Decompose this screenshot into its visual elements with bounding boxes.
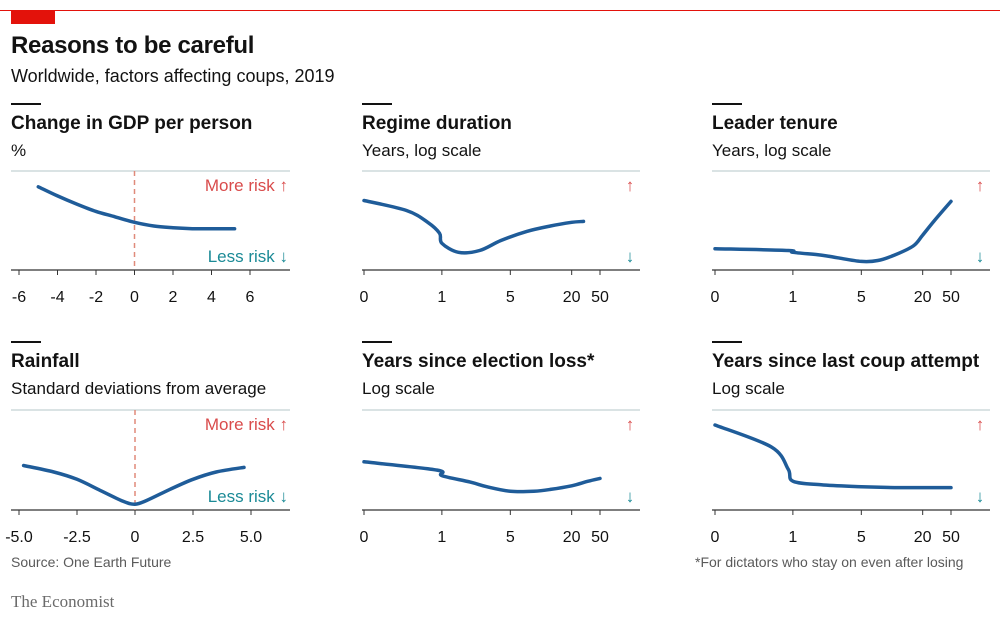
- panel-title: Years since last coup attempt: [712, 351, 980, 372]
- x-tick-label: 1: [788, 529, 797, 546]
- x-tick-label: 0: [360, 529, 369, 546]
- x-tick-label: 1: [437, 289, 446, 306]
- x-tick-label: 6: [246, 289, 255, 306]
- x-tick-label: 5: [857, 529, 866, 546]
- x-tick-label: 0: [711, 529, 720, 546]
- x-tick-label: -4: [50, 289, 64, 306]
- x-tick-label: 50: [942, 529, 960, 546]
- x-tick-label: 0: [711, 289, 720, 306]
- x-tick-label: 20: [914, 529, 932, 546]
- panel-title: Regime duration: [362, 113, 512, 134]
- x-tick-label: 50: [942, 289, 960, 306]
- less-risk-arrow: ↓: [976, 487, 985, 506]
- more-risk-arrow: ↑: [976, 415, 985, 434]
- risk-curve-line: [713, 199, 953, 264]
- x-tick-label: 50: [591, 289, 609, 306]
- x-tick-label: 4: [207, 289, 216, 306]
- x-tick-label: 2: [169, 289, 178, 306]
- risk-curve-line: [21, 463, 246, 506]
- x-tick-label: 2.5: [182, 529, 204, 546]
- less-risk-label: Less risk ↓: [208, 247, 288, 266]
- less-risk-arrow: ↓: [626, 487, 635, 506]
- panel-subtitle: Log scale: [362, 379, 435, 398]
- risk-curve-line: [362, 460, 602, 494]
- risk-curve-line: [362, 198, 586, 255]
- x-tick-label: 5: [506, 529, 515, 546]
- x-tick-label: 5: [857, 289, 866, 306]
- x-tick-label: 20: [914, 289, 932, 306]
- more-risk-arrow: ↑: [626, 176, 635, 195]
- more-risk-arrow: ↑: [626, 415, 635, 434]
- chart-subtitle: Worldwide, factors affecting coups, 2019: [11, 66, 335, 86]
- less-risk-label: Less risk ↓: [208, 487, 288, 506]
- brand-logo: The Economist: [11, 592, 115, 611]
- panel-subtitle: Years, log scale: [712, 141, 831, 160]
- x-tick-label: 1: [437, 529, 446, 546]
- x-tick-label: 20: [563, 289, 581, 306]
- panel-title: Rainfall: [11, 351, 80, 372]
- brand-red-tag: [11, 10, 55, 24]
- panel-title: Leader tenure: [712, 113, 838, 134]
- x-tick-label: -2.5: [63, 529, 91, 546]
- panel-subtitle: Log scale: [712, 379, 785, 398]
- less-risk-arrow: ↓: [976, 247, 985, 266]
- panel-subtitle: Years, log scale: [362, 141, 481, 160]
- panel-title: Years since election loss*: [362, 351, 595, 372]
- x-tick-label: 0: [130, 289, 139, 306]
- x-tick-label: 5: [506, 289, 515, 306]
- x-tick-label: 50: [591, 529, 609, 546]
- x-tick-label: 5.0: [240, 529, 262, 546]
- x-tick-label: -5.0: [5, 529, 33, 546]
- chart-title: Reasons to be careful: [11, 32, 255, 59]
- more-risk-label: More risk ↑: [205, 176, 288, 195]
- panel-title: Change in GDP per person: [11, 113, 252, 134]
- risk-curve-line: [36, 185, 237, 231]
- footnote: *For dictators who stay on even after lo…: [695, 554, 964, 570]
- panel-subtitle: Standard deviations from average: [11, 379, 266, 398]
- more-risk-label: More risk ↑: [205, 415, 288, 434]
- x-tick-label: -2: [89, 289, 103, 306]
- x-tick-label: 20: [563, 529, 581, 546]
- less-risk-arrow: ↓: [626, 247, 635, 266]
- x-tick-label: 0: [131, 529, 140, 546]
- risk-curve-line: [713, 423, 953, 490]
- more-risk-arrow: ↑: [976, 176, 985, 195]
- panel-subtitle: %: [11, 141, 26, 160]
- x-tick-label: 0: [360, 289, 369, 306]
- x-tick-label: -6: [12, 289, 26, 306]
- source-note: Source: One Earth Future: [11, 554, 172, 570]
- x-tick-label: 1: [788, 289, 797, 306]
- top-rule: [0, 10, 1000, 11]
